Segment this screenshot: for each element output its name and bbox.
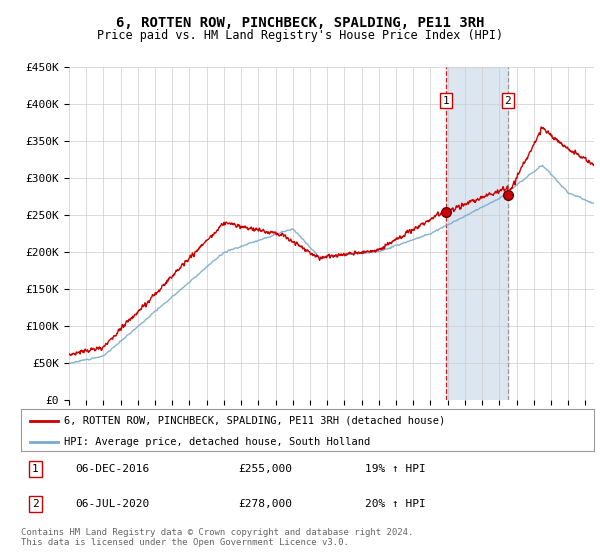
Text: £278,000: £278,000 [239,499,293,509]
Text: 06-DEC-2016: 06-DEC-2016 [76,464,149,474]
Text: 1: 1 [443,96,449,105]
Text: 06-JUL-2020: 06-JUL-2020 [76,499,149,509]
Text: HPI: Average price, detached house, South Holland: HPI: Average price, detached house, Sout… [64,437,370,446]
Text: 6, ROTTEN ROW, PINCHBECK, SPALDING, PE11 3RH: 6, ROTTEN ROW, PINCHBECK, SPALDING, PE11… [116,16,484,30]
Text: 1: 1 [32,464,39,474]
Text: £255,000: £255,000 [239,464,293,474]
Text: Price paid vs. HM Land Registry's House Price Index (HPI): Price paid vs. HM Land Registry's House … [97,29,503,42]
Text: Contains HM Land Registry data © Crown copyright and database right 2024.
This d: Contains HM Land Registry data © Crown c… [21,528,413,547]
Text: 19% ↑ HPI: 19% ↑ HPI [365,464,425,474]
Text: 2: 2 [32,499,39,509]
Text: 6, ROTTEN ROW, PINCHBECK, SPALDING, PE11 3RH (detached house): 6, ROTTEN ROW, PINCHBECK, SPALDING, PE11… [64,416,445,426]
Bar [446,67,508,400]
Text: 2: 2 [505,96,511,105]
Text: 20% ↑ HPI: 20% ↑ HPI [365,499,425,509]
